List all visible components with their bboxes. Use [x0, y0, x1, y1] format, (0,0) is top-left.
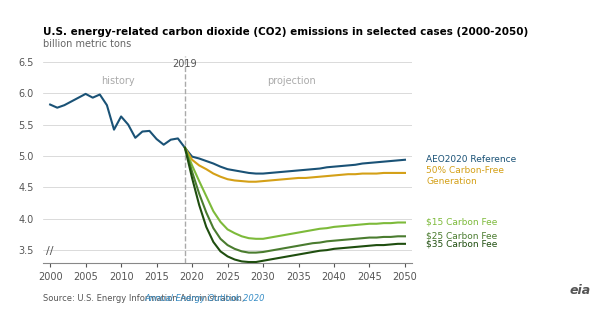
Text: billion metric tons: billion metric tons — [43, 40, 131, 49]
Text: 2019: 2019 — [173, 59, 197, 69]
Text: U.S. energy-related carbon dioxide (CO2) emissions in selected cases (2000-2050): U.S. energy-related carbon dioxide (CO2)… — [43, 27, 528, 37]
Text: Source: U.S. Energy Information Administration,: Source: U.S. Energy Information Administ… — [43, 294, 247, 303]
Text: projection: projection — [267, 76, 315, 86]
Text: $15 Carbon Fee: $15 Carbon Fee — [426, 218, 498, 227]
Text: AEO2020 Reference: AEO2020 Reference — [426, 155, 517, 164]
Text: history: history — [101, 76, 134, 86]
Text: Annual Energy Outlook 2020: Annual Energy Outlook 2020 — [145, 294, 266, 303]
Text: $35 Carbon Fee: $35 Carbon Fee — [426, 239, 498, 248]
Text: 50% Carbon-Free
Generation: 50% Carbon-Free Generation — [426, 166, 504, 186]
Text: eia: eia — [569, 284, 590, 297]
Text: $25 Carbon Fee: $25 Carbon Fee — [426, 232, 498, 241]
Text: //: // — [46, 246, 54, 256]
